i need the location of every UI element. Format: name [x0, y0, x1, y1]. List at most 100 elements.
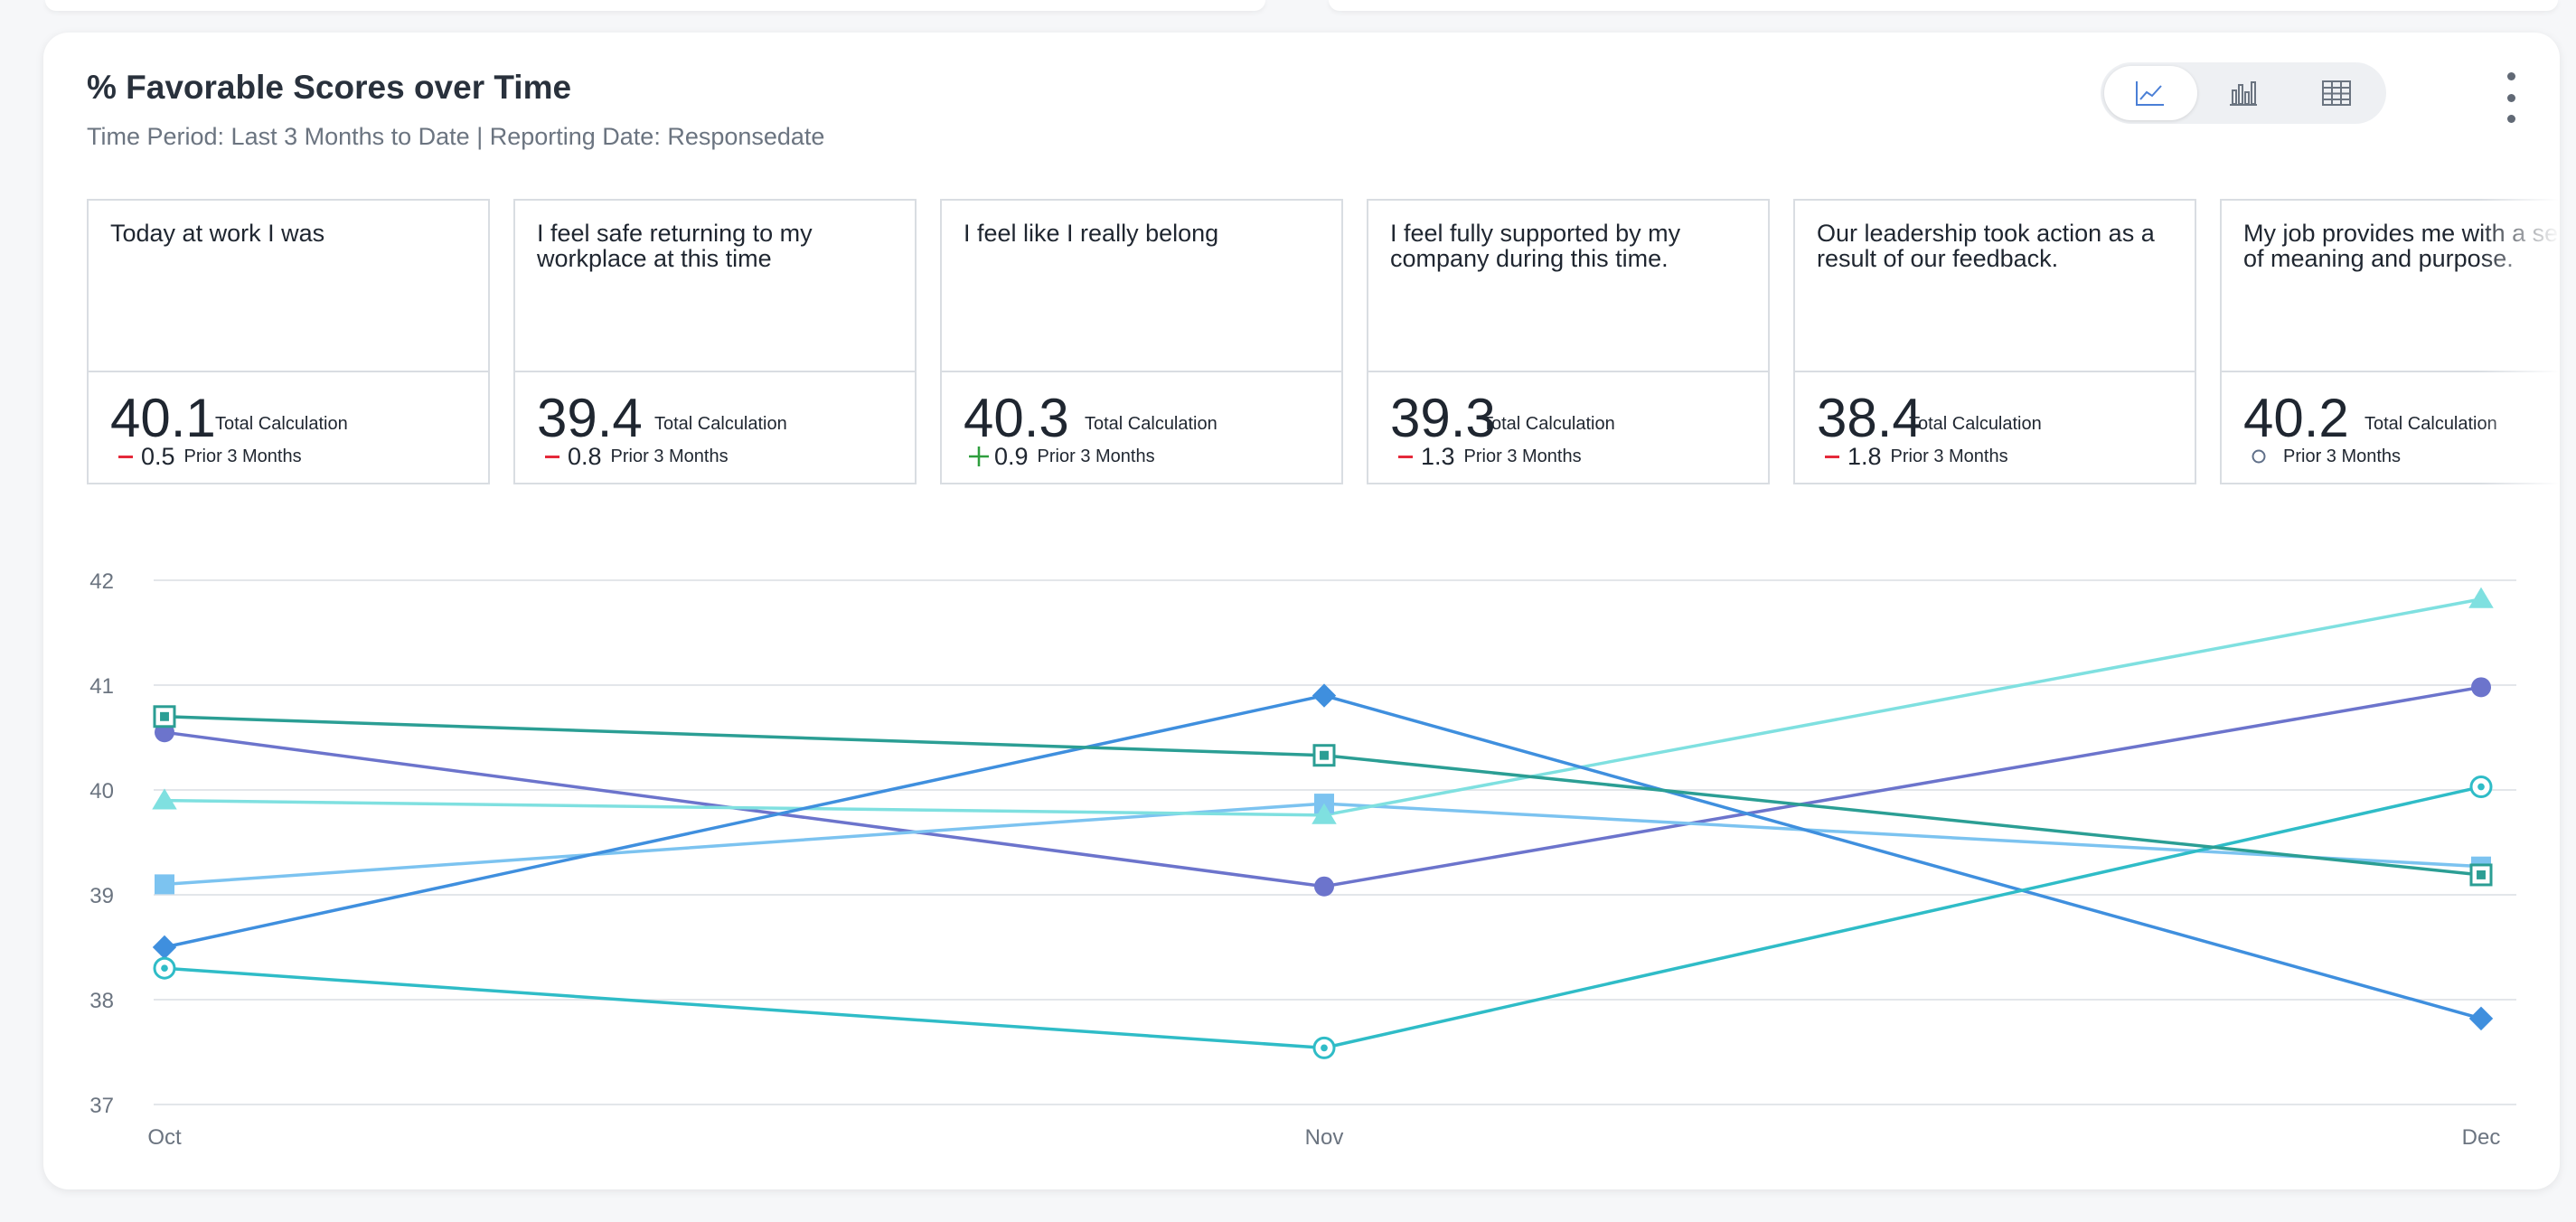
decrease-icon [116, 449, 136, 464]
data-point-marker[interactable] [2471, 677, 2491, 698]
data-point-marker[interactable] [1312, 744, 1336, 767]
card-divider [2222, 371, 2560, 372]
question-text: Our leadership took action as a result o… [1817, 221, 2155, 272]
prior-period-label: Prior 3 Months [1037, 446, 1155, 466]
question-text: Today at work I was [110, 221, 325, 247]
data-point-marker[interactable] [155, 874, 174, 895]
prior-period-label: Prior 3 Months [1463, 446, 1582, 466]
sparkline [89, 273, 492, 372]
question-card[interactable]: Our leadership took action as a result o… [1793, 199, 2196, 484]
prior-period-label: Prior 3 Months [610, 446, 729, 466]
y-tick-label: 42 [89, 569, 114, 594]
sparkline [515, 273, 918, 372]
y-tick-label: 40 [89, 779, 114, 804]
chart-view-toggle [2101, 62, 2386, 124]
delta-row: 1.8 Prior 3 Months [1822, 443, 2008, 470]
prior-period-label: Prior 3 Months [183, 446, 302, 466]
question-text: I feel fully supported by my company dur… [1390, 221, 1681, 272]
delta-row: Prior 3 Months [2249, 443, 2401, 470]
delta-row: 0.8 Prior 3 Months [542, 443, 729, 470]
data-point-marker[interactable] [1312, 1036, 1336, 1059]
y-tick-label: 39 [89, 884, 114, 908]
card-divider [1368, 371, 1768, 372]
delta-value: 0.8 [568, 442, 602, 470]
question-card[interactable]: Today at work I was 40.1 Total Calculation… [87, 199, 490, 484]
series-line[interactable] [164, 785, 2482, 1050]
table-icon [2321, 80, 2351, 106]
panel-subtitle: Time Period: Last 3 Months to Date | Rep… [87, 123, 825, 150]
x-tick-label: Dec [2462, 1125, 2501, 1150]
y-tick-label: 38 [89, 989, 114, 1013]
line-chart: 37 38 39 40 41 42 Oct Nov Dec [89, 569, 2516, 1150]
decrease-icon [1822, 449, 1842, 464]
question-text: I feel like I really belong [964, 221, 1219, 247]
data-point-marker[interactable] [1314, 876, 1334, 897]
total-calculation-label: Total Calculation [215, 414, 348, 434]
table-view-button[interactable] [2289, 66, 2383, 120]
prior-period-label: Prior 3 Months [2283, 446, 2402, 466]
data-point-marker[interactable] [152, 788, 177, 810]
data-point-marker[interactable] [1312, 683, 1337, 708]
question-text: I feel safe returning to my workplace at… [537, 221, 813, 272]
data-point-marker[interactable] [2468, 1006, 2494, 1031]
total-calculation-label: Total Calculation [1085, 414, 1217, 434]
data-point-marker[interactable] [1312, 803, 1337, 824]
total-calculation-label: Total Calculation [1482, 414, 1615, 434]
delta-row: 0.9 Prior 3 Months [969, 443, 1155, 470]
data-point-marker[interactable] [2469, 863, 2493, 887]
score-value: 40.2 [2243, 388, 2349, 448]
score-value: 40.3 [964, 388, 1069, 448]
card-scroll-fade [2478, 199, 2560, 484]
sparkline [942, 273, 1345, 372]
data-point-marker[interactable] [152, 935, 177, 960]
bar-chart-icon [2230, 81, 2257, 106]
decrease-icon [542, 449, 562, 464]
favorable-scores-panel: % Favorable Scores over Time Time Period… [43, 33, 2560, 1189]
question-card[interactable]: I feel like I really belong 40.3 Total Cal… [940, 199, 1343, 484]
card-divider [89, 371, 488, 372]
line-chart-view-button[interactable] [2104, 66, 2197, 120]
question-cards: Today at work I was 40.1 Total Calculation… [87, 199, 2560, 488]
sparkline [1795, 273, 2198, 372]
more-options-icon[interactable] [2493, 72, 2529, 123]
x-tick-label: Oct [147, 1125, 182, 1150]
increase-icon [969, 445, 989, 468]
no-change-icon [2249, 448, 2269, 465]
card-divider [515, 371, 915, 372]
delta-value: 1.3 [1421, 442, 1455, 470]
total-calculation-label: Total Calculation [1909, 414, 2042, 434]
previous-panel-edge [45, 0, 1265, 11]
decrease-icon [1396, 449, 1415, 464]
data-point-marker[interactable] [2469, 776, 2493, 799]
data-point-marker[interactable] [153, 956, 176, 980]
card-divider [1795, 371, 2195, 372]
question-card[interactable]: I feel safe returning to my workplace at… [513, 199, 917, 484]
prior-period-label: Prior 3 Months [1890, 446, 2008, 466]
delta-value: 0.5 [141, 442, 175, 470]
score-value: 40.1 [110, 388, 216, 448]
data-point-marker[interactable] [2468, 587, 2494, 608]
delta-row: 0.5 Prior 3 Months [116, 443, 302, 470]
question-card[interactable]: I feel fully supported by my company dur… [1367, 199, 1770, 484]
previous-panel-edge [1329, 0, 2558, 11]
data-point-marker[interactable] [153, 705, 176, 728]
delta-row: 1.3 Prior 3 Months [1396, 443, 1582, 470]
delta-value: 0.9 [994, 442, 1029, 470]
panel-title: % Favorable Scores over Time [87, 69, 572, 106]
series-line[interactable] [164, 685, 2482, 888]
score-value: 39.4 [537, 388, 643, 448]
total-calculation-label: Total Calculation [654, 414, 787, 434]
x-tick-label: Nov [1305, 1125, 1344, 1150]
sparkline [1368, 273, 1772, 372]
series-line[interactable] [164, 597, 2482, 817]
bar-chart-view-button[interactable] [2197, 66, 2290, 120]
total-calculation-label: Total Calculation [2364, 414, 2497, 434]
line-chart-icon [2136, 81, 2165, 106]
card-divider [942, 371, 1341, 372]
score-value: 38.4 [1817, 388, 1923, 448]
delta-value: 1.8 [1847, 442, 1882, 470]
score-value: 39.3 [1390, 388, 1496, 448]
series-line[interactable] [164, 693, 2482, 1020]
y-tick-label: 41 [89, 674, 114, 699]
y-tick-label: 37 [89, 1094, 114, 1118]
